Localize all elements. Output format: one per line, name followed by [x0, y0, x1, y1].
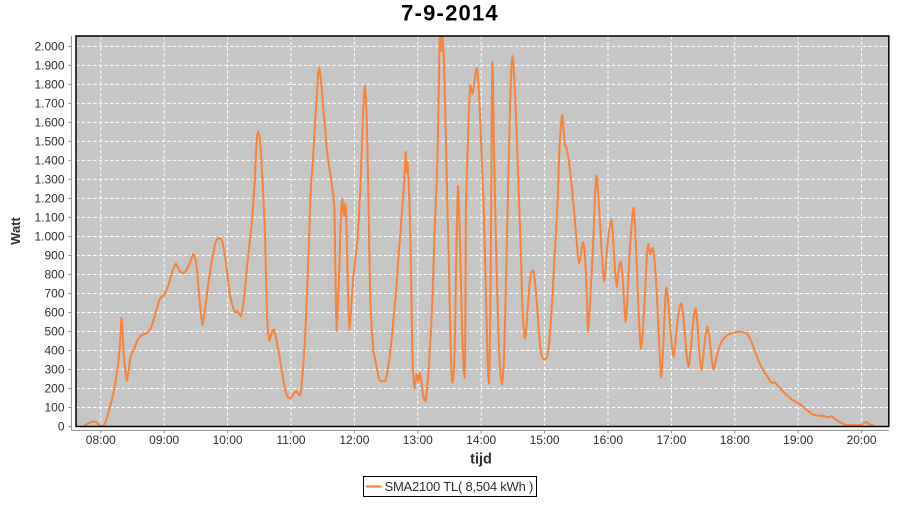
- svg-text:200: 200: [44, 382, 64, 396]
- svg-text:18:00: 18:00: [720, 433, 750, 447]
- svg-text:1.500: 1.500: [34, 135, 64, 149]
- svg-text:700: 700: [44, 287, 64, 301]
- svg-text:600: 600: [44, 306, 64, 320]
- svg-text:1.200: 1.200: [34, 192, 64, 206]
- svg-text:SMA2100 TL( 8,504 kWh ): SMA2100 TL( 8,504 kWh ): [385, 479, 534, 494]
- svg-text:500: 500: [44, 325, 64, 339]
- svg-text:Watt: Watt: [8, 216, 23, 244]
- svg-text:400: 400: [44, 344, 64, 358]
- svg-text:1.700: 1.700: [34, 97, 64, 111]
- svg-text:1.900: 1.900: [34, 59, 64, 73]
- svg-text:14:00: 14:00: [466, 433, 496, 447]
- svg-text:19:00: 19:00: [783, 433, 813, 447]
- svg-text:1.800: 1.800: [34, 78, 64, 92]
- svg-text:800: 800: [44, 268, 64, 282]
- svg-text:7-9-2014: 7-9-2014: [401, 1, 499, 26]
- svg-text:13:00: 13:00: [403, 433, 433, 447]
- svg-text:1.600: 1.600: [34, 116, 64, 130]
- svg-text:12:00: 12:00: [339, 433, 369, 447]
- svg-text:09:00: 09:00: [149, 433, 179, 447]
- svg-text:tijd: tijd: [470, 452, 492, 468]
- svg-text:900: 900: [44, 249, 64, 263]
- svg-text:1.300: 1.300: [34, 173, 64, 187]
- svg-text:100: 100: [44, 401, 64, 415]
- svg-text:11:00: 11:00: [276, 433, 305, 447]
- svg-text:10:00: 10:00: [213, 433, 243, 447]
- svg-text:17:00: 17:00: [656, 433, 686, 447]
- svg-text:1.100: 1.100: [34, 211, 64, 225]
- svg-text:15:00: 15:00: [530, 433, 560, 447]
- svg-text:300: 300: [44, 363, 64, 377]
- svg-text:0: 0: [58, 420, 65, 434]
- svg-text:2.000: 2.000: [34, 40, 64, 54]
- svg-text:08:00: 08:00: [86, 433, 116, 447]
- svg-text:1.400: 1.400: [34, 154, 64, 168]
- svg-text:20:00: 20:00: [847, 433, 877, 447]
- svg-text:1.000: 1.000: [34, 230, 64, 244]
- svg-text:16:00: 16:00: [593, 433, 623, 447]
